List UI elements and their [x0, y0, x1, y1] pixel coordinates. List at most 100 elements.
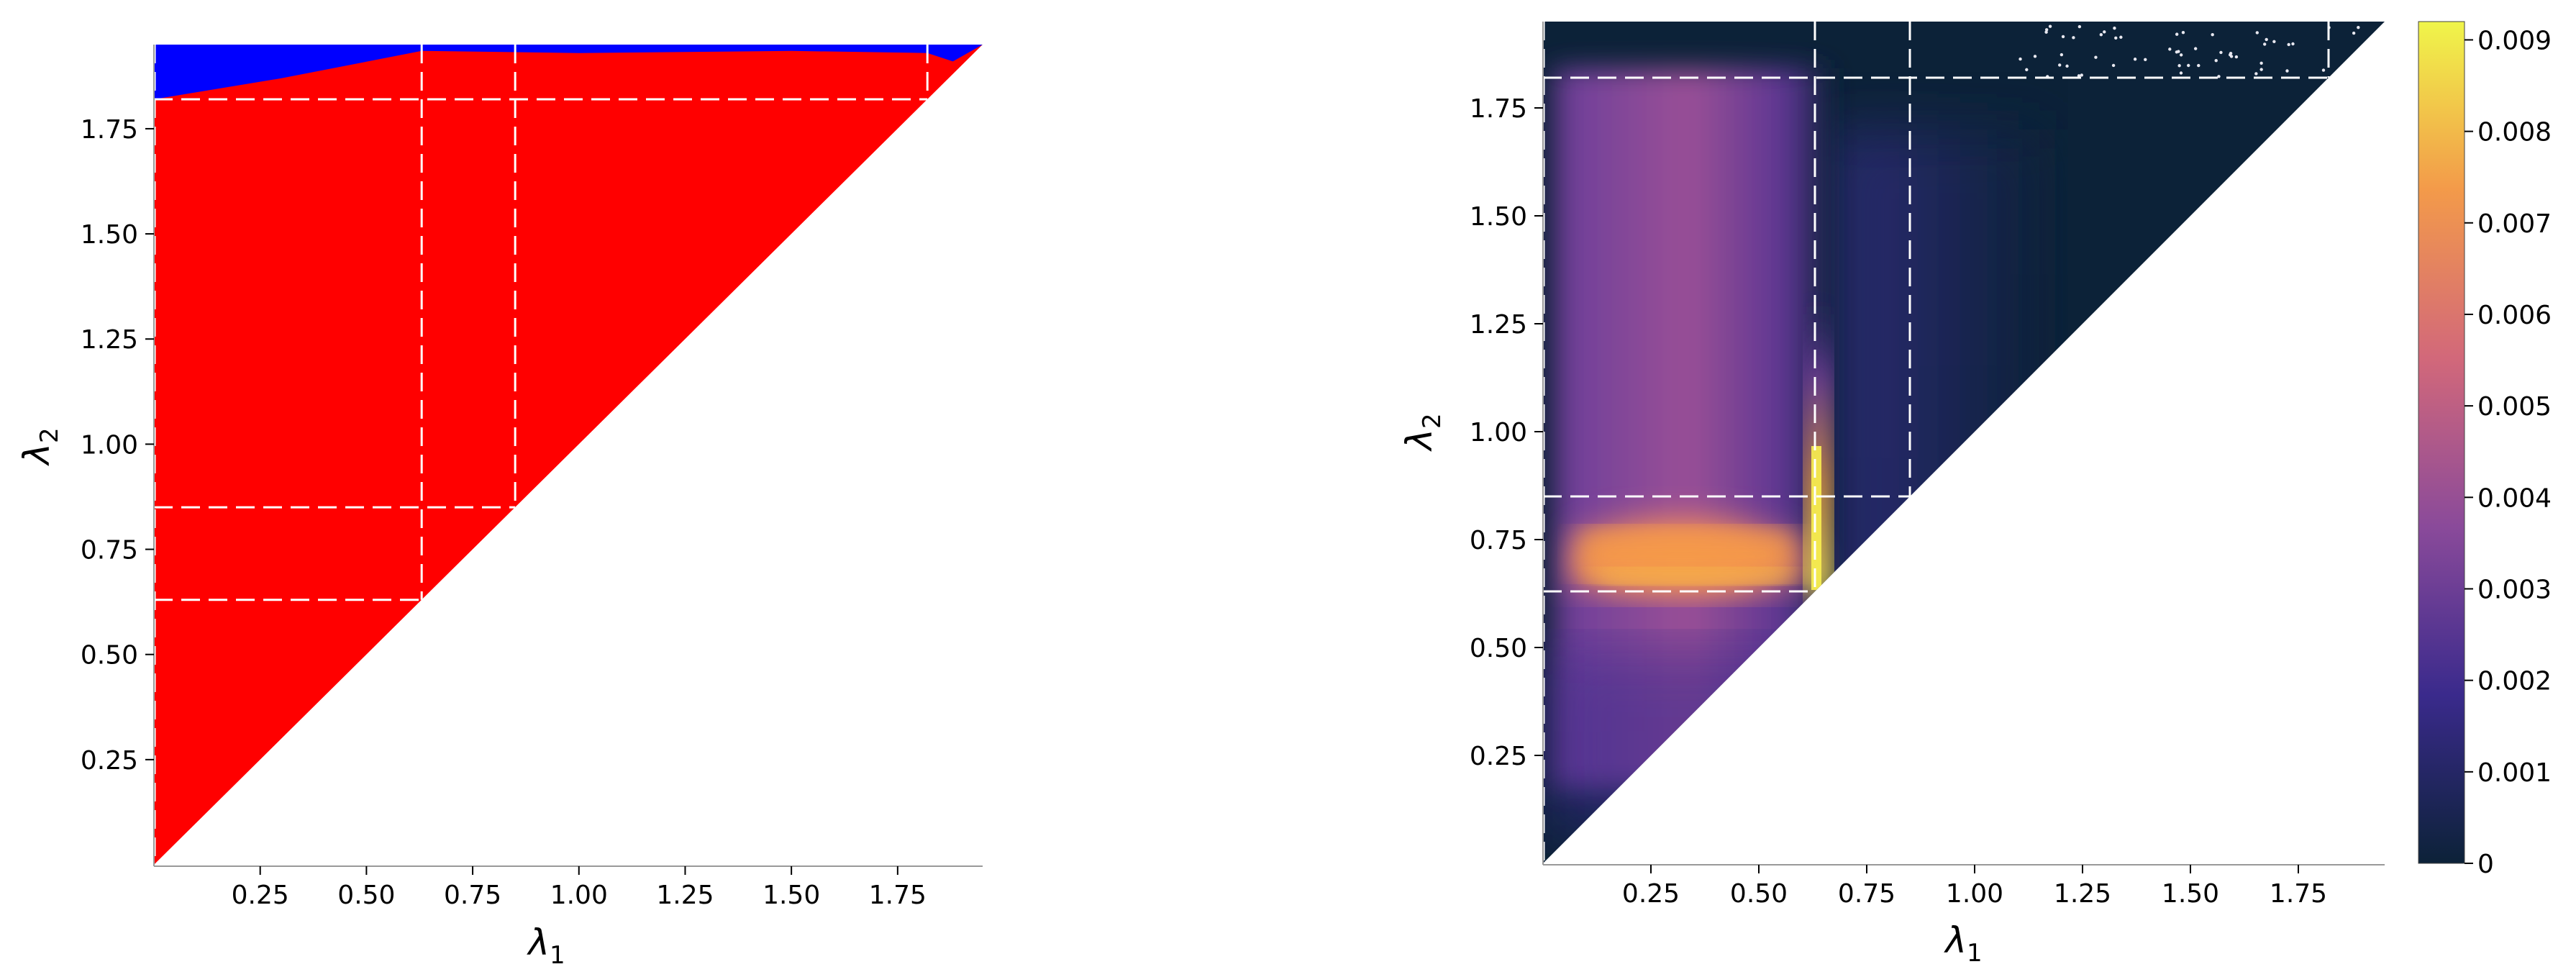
speckle-point — [2259, 68, 2263, 71]
speckle-point — [2044, 28, 2049, 32]
speckle-point — [2219, 50, 2223, 55]
x-tick-label: 1.00 — [1946, 879, 2003, 909]
speckle-point — [2265, 37, 2268, 42]
speckle-point — [2119, 35, 2123, 39]
y-tick-label: 0.25 — [1470, 742, 1527, 771]
region-map-panel: 0.25 0.50 0.75 1.00 1.25 1.50 1.75 0.25 0.50 0.7… — [16, 45, 983, 970]
speckle-points — [2019, 24, 2360, 78]
speckle-point — [2255, 31, 2259, 35]
x-tick-label: 1.75 — [2270, 879, 2327, 909]
colorbar-tick-label: 0.005 — [2477, 392, 2552, 422]
speckle-point — [2144, 58, 2147, 61]
colorbar-tick-label: 0.003 — [2477, 575, 2552, 604]
speckle-point — [2048, 24, 2052, 28]
speckle-point — [2077, 74, 2081, 78]
colorbar-tick-label: 0.004 — [2477, 483, 2552, 513]
speckle-point — [2179, 71, 2183, 75]
y-tick-label: 1.50 — [1470, 202, 1527, 232]
y-tick-label: 0.25 — [81, 746, 138, 776]
speckle-point — [2197, 63, 2200, 68]
x-tick-label: 1.75 — [869, 881, 927, 910]
colorbar-tick-label: 0 — [2477, 850, 2494, 879]
red-region — [154, 45, 983, 865]
x-tick-label: 1.00 — [550, 881, 608, 910]
x-tick-label: 0.75 — [444, 881, 501, 910]
y-axis-label: λ2 — [16, 427, 64, 466]
speckle-point — [2193, 47, 2198, 50]
y-tick-label: 0.75 — [1470, 526, 1527, 555]
y-tick-label: 0.50 — [81, 641, 138, 671]
y-tick-label: 0.50 — [1470, 634, 1527, 663]
x-ticks: 0.25 0.50 0.75 1.00 1.25 1.50 1.75 — [1622, 865, 2327, 909]
speckle-point — [2352, 31, 2356, 35]
colorbar-tick-label: 0.002 — [2477, 667, 2552, 696]
speckle-point — [2065, 64, 2069, 68]
y-tick-label: 0.75 — [81, 536, 138, 565]
x-tick-label: 1.25 — [2054, 879, 2111, 909]
speckle-point — [2072, 36, 2075, 40]
speckle-point — [2229, 52, 2233, 55]
speckle-point — [2080, 73, 2084, 77]
speckle-point — [2357, 25, 2360, 29]
speckle-point — [2217, 75, 2221, 78]
speckle-point — [2175, 32, 2179, 36]
speckle-point — [2111, 63, 2116, 68]
y-tick-label: 1.50 — [81, 220, 138, 250]
heatmap-panel: 0.25 0.50 0.75 1.00 1.25 1.50 1.75 0.25 0.50 0.7… — [1398, 21, 2552, 968]
colorbar-tick-label: 0.007 — [2477, 209, 2552, 239]
colorbar-tick-label: 0.006 — [2477, 301, 2552, 330]
speckle-point — [2234, 55, 2239, 59]
x-tick-label: 1.25 — [656, 881, 714, 910]
speckle-point — [2099, 33, 2103, 37]
speckle-point — [2113, 26, 2116, 30]
x-axis-label: λ1 — [526, 922, 565, 970]
y-tick-label: 1.25 — [81, 325, 138, 355]
speckle-point — [2175, 50, 2179, 54]
x-tick-label: 0.25 — [232, 881, 289, 910]
speckle-point — [2057, 63, 2062, 67]
colorbar-tick-label: 0.008 — [2477, 118, 2552, 147]
speckle-point — [2179, 53, 2183, 57]
speckle-point — [2033, 55, 2037, 58]
speckle-point — [2259, 61, 2263, 65]
speckle-point — [2254, 72, 2258, 76]
y-tick-label: 1.25 — [1470, 310, 1527, 340]
speckle-point — [2285, 69, 2289, 73]
x-tick-label: 1.50 — [763, 881, 820, 910]
x-tick-label: 0.50 — [1730, 879, 1788, 909]
region-map-plot-area — [154, 45, 983, 865]
x-tick-label: 0.75 — [1838, 879, 1895, 909]
speckle-point — [2272, 40, 2276, 43]
x-tick-label: 0.25 — [1622, 879, 1680, 909]
colorbar-tick-label: 0.001 — [2477, 758, 2552, 788]
blue-region — [154, 45, 983, 99]
speckle-point — [2181, 30, 2185, 35]
y-axis-label: λ2 — [1398, 413, 1447, 452]
colorbar-tick-label: 0.009 — [2477, 26, 2552, 55]
y-tick-label: 1.00 — [1470, 418, 1527, 447]
speckle-point — [2214, 59, 2218, 63]
x-tick-label: 0.50 — [337, 881, 395, 910]
colorbar: 0 0.001 0.002 0.003 0.004 0.005 0.006 0.007 0.00… — [2418, 21, 2552, 879]
speckle-point — [2019, 57, 2022, 61]
speckle-point — [2262, 42, 2267, 46]
speckle-point — [2114, 36, 2118, 40]
speckle-point — [2321, 68, 2326, 72]
x-ticks: 0.25 0.50 0.75 1.00 1.25 1.50 1.75 — [232, 866, 927, 910]
y-tick-label: 1.00 — [81, 430, 138, 460]
y-tick-label: 1.75 — [1470, 94, 1527, 124]
speckle-point — [2061, 35, 2065, 39]
y-ticks: 0.25 0.50 0.75 1.00 1.25 1.50 1.75 — [81, 115, 154, 776]
speckle-point — [2177, 64, 2181, 68]
speckle-point — [2103, 30, 2106, 34]
speckle-point — [2077, 24, 2082, 29]
speckle-point — [2133, 58, 2137, 61]
speckle-point — [2211, 32, 2214, 37]
y-ticks: 0.25 0.50 0.75 1.00 1.25 1.50 1.75 — [1470, 94, 1543, 771]
speckle-point — [2168, 47, 2172, 51]
x-axis-label: λ1 — [1943, 919, 1982, 968]
speckle-point — [2094, 55, 2098, 59]
speckle-point — [2060, 53, 2064, 57]
y-tick-label: 1.75 — [81, 115, 138, 145]
